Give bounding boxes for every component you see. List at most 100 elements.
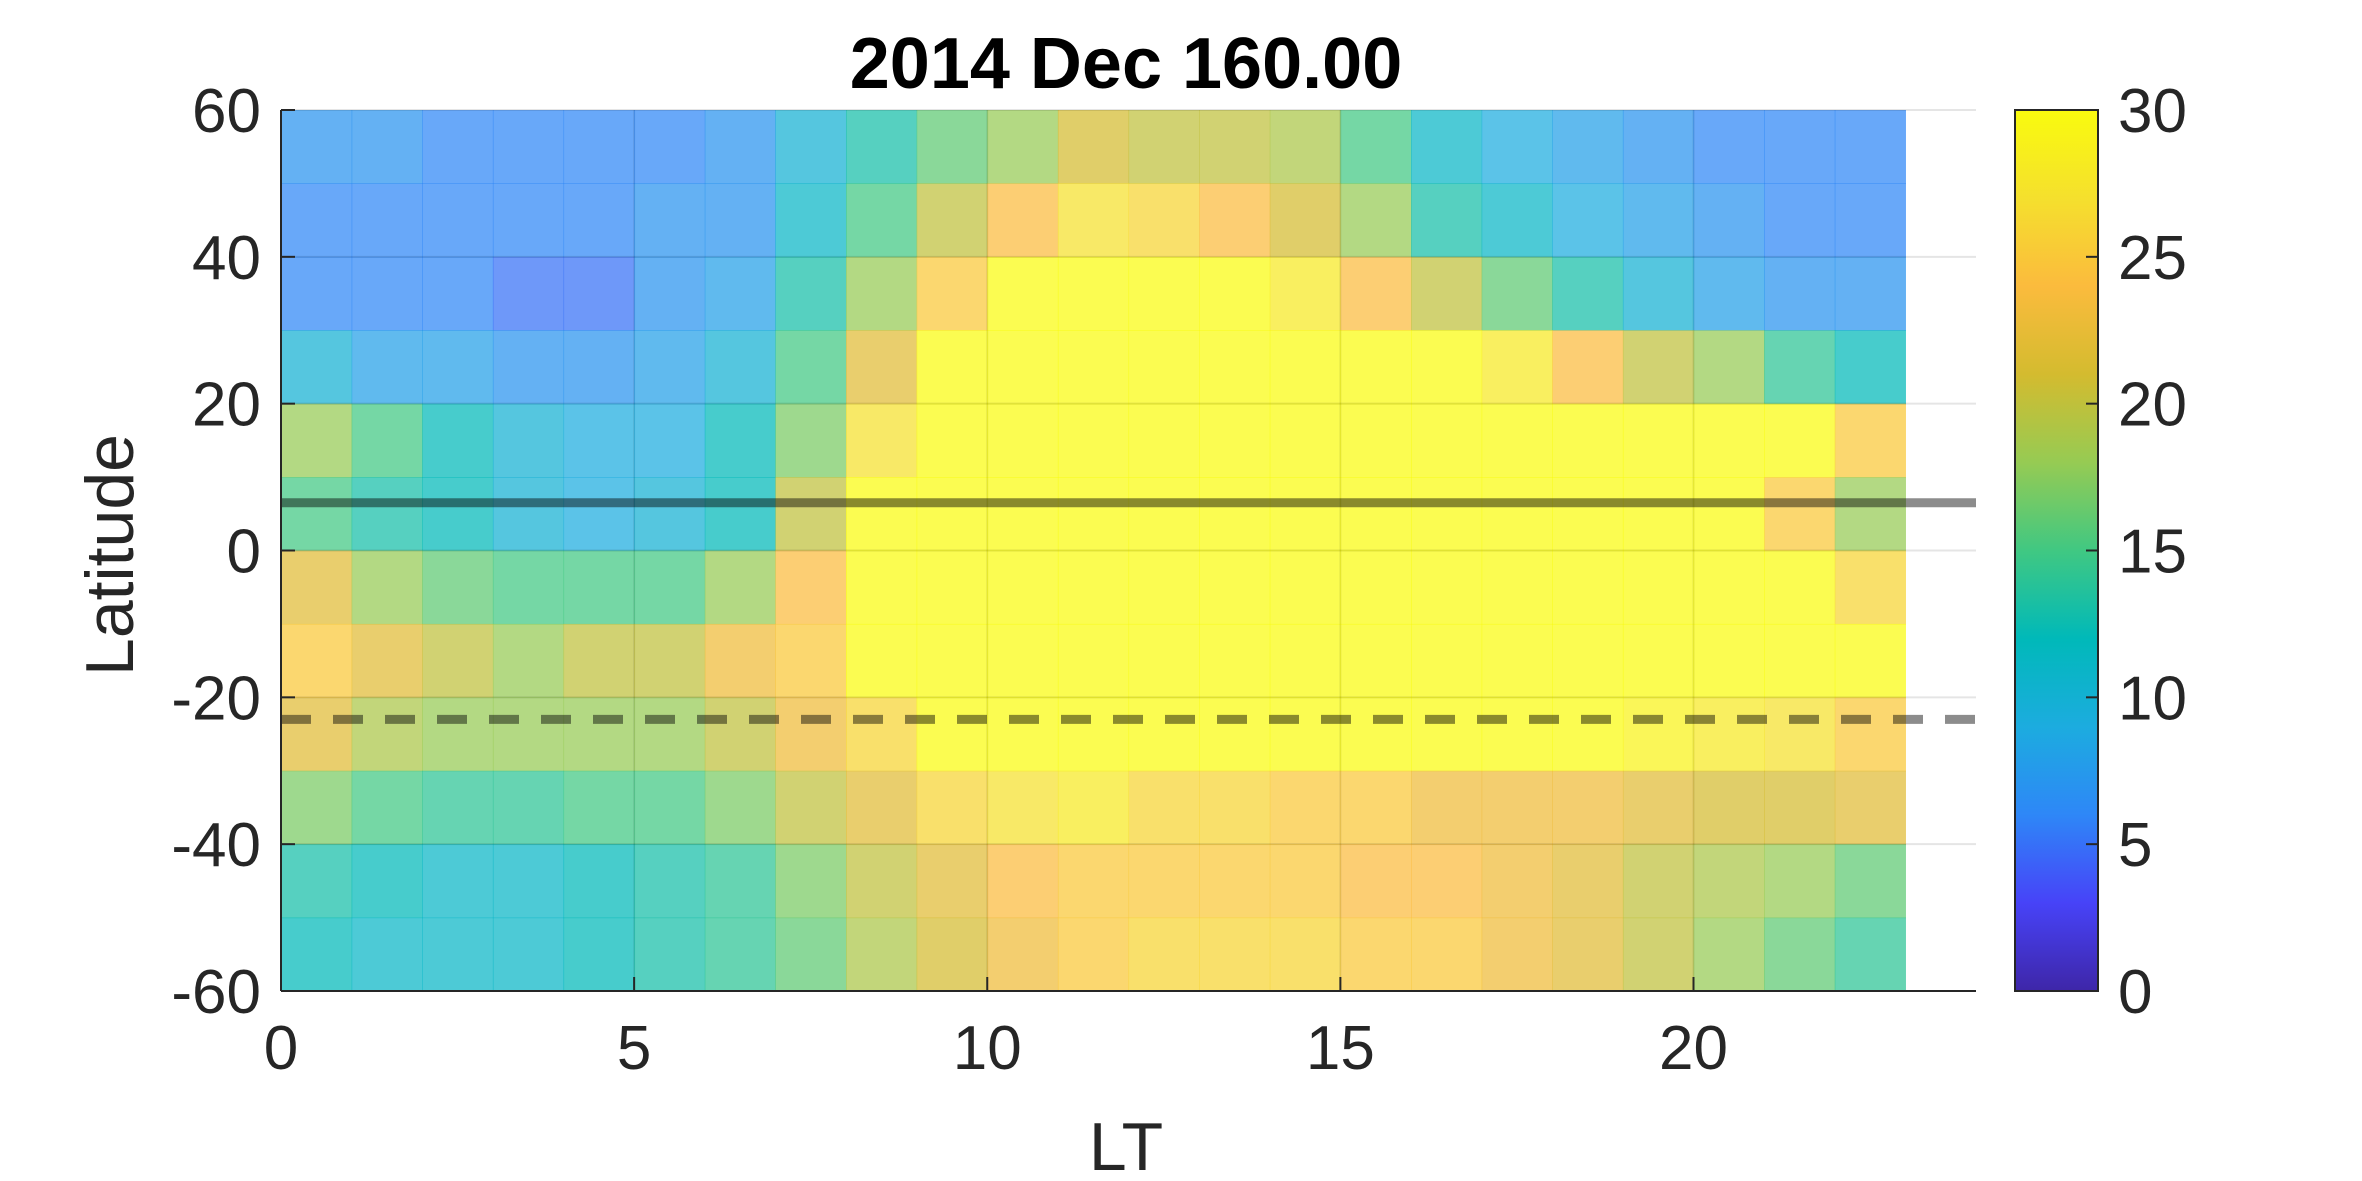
colorbar-tick-label: 5 — [2118, 811, 2152, 880]
heatmap-cell — [422, 330, 494, 405]
heatmap-cell — [1340, 256, 1412, 331]
heatmap-cell — [1834, 183, 1906, 258]
heatmap-cell — [1128, 917, 1200, 992]
heatmap-cell — [422, 403, 494, 478]
heatmap-cell — [1411, 623, 1483, 698]
heatmap-cell — [351, 403, 423, 478]
heatmap-cell — [563, 110, 635, 185]
heatmap-cell — [704, 403, 776, 478]
heatmap-cell — [634, 110, 706, 185]
heatmap-cell — [1340, 697, 1412, 772]
heatmap-cell — [351, 917, 423, 992]
heatmap-cell — [1693, 330, 1765, 405]
x-tick-label: 0 — [264, 1014, 298, 1083]
heatmap-cell — [987, 256, 1059, 331]
heatmap-cell — [1057, 256, 1130, 331]
x-axis-ticks: 0 5 10 15 20 — [264, 977, 1728, 1083]
heatmap-cell — [1693, 623, 1765, 698]
y-tick-label: 40 — [192, 224, 261, 293]
heatmap-cell — [1340, 770, 1412, 845]
heatmap-cell — [1481, 697, 1553, 772]
heatmap-cell — [1057, 623, 1130, 698]
heatmap-cell — [1057, 844, 1130, 919]
heatmap-cell — [987, 623, 1059, 698]
colorbar-tick-label: 10 — [2118, 664, 2187, 733]
colorbar-tick-label: 20 — [2118, 371, 2187, 440]
heatmap-cell — [1481, 770, 1553, 845]
heatmap-cell — [1693, 183, 1765, 258]
heatmap-cell — [281, 256, 353, 331]
heatmap-cell — [1693, 917, 1765, 992]
heatmap-cell — [1552, 844, 1624, 919]
heatmap-cell — [422, 917, 494, 992]
heatmap-cell — [492, 477, 565, 552]
heatmap-cell — [422, 183, 494, 258]
heatmap-cell — [1057, 477, 1130, 552]
heatmap-cell — [1481, 477, 1553, 552]
heatmap-cell — [1552, 623, 1624, 698]
heatmap-cell — [1128, 256, 1200, 331]
heatmap-cell — [1128, 844, 1200, 919]
heatmap-cell — [846, 550, 918, 625]
heatmap-cell — [1199, 183, 1271, 258]
heatmap-cell — [1764, 770, 1836, 845]
heatmap-cell — [1057, 770, 1130, 845]
heatmap-cell — [1199, 917, 1271, 992]
heatmap-cell — [1764, 330, 1836, 405]
heatmap-cell — [634, 770, 706, 845]
heatmap-cell — [1622, 550, 1695, 625]
heatmap-cell — [775, 844, 847, 919]
heatmap-cell — [1764, 844, 1836, 919]
colorbar: 0 5 10 15 20 25 30 — [2014, 77, 2187, 1027]
x-tick-label: 10 — [953, 1014, 1022, 1083]
heatmap-cell — [775, 110, 847, 185]
heatmap-cell — [1622, 110, 1695, 185]
heatmap-cell — [775, 403, 847, 478]
heatmap-cell — [704, 844, 776, 919]
heatmap-cell — [1340, 623, 1412, 698]
heatmap-cell — [916, 330, 988, 405]
heatmap-cell — [281, 110, 353, 185]
heatmap-cell — [1764, 697, 1836, 772]
heatmap-cell — [1057, 183, 1130, 258]
heatmap-cell — [1834, 550, 1906, 625]
heatmap-cell — [1834, 917, 1906, 992]
heatmap-cell — [916, 917, 988, 992]
heatmap-cell — [775, 623, 847, 698]
heatmap-cell — [1693, 844, 1765, 919]
heatmap-cell — [422, 550, 494, 625]
heatmap-cell — [492, 183, 565, 258]
heatmap-cell — [1411, 550, 1483, 625]
heatmap-cell — [351, 623, 423, 698]
heatmap-cell — [1411, 256, 1483, 331]
heatmap-cell — [1411, 697, 1483, 772]
heatmap-cell — [1552, 917, 1624, 992]
heatmap-cell — [351, 110, 423, 185]
heatmap-cell — [492, 256, 565, 331]
heatmap-cell — [563, 844, 635, 919]
heatmap-cell — [1764, 110, 1836, 185]
heatmap-cell — [1340, 550, 1412, 625]
y-tick-label: -20 — [171, 664, 261, 733]
heatmap-cell — [1622, 183, 1695, 258]
heatmap-cell — [1834, 477, 1906, 552]
heatmap-cell — [563, 256, 635, 331]
heatmap-cell — [281, 477, 353, 552]
x-tick-label: 20 — [1659, 1014, 1728, 1083]
heatmap-cell — [563, 917, 635, 992]
heatmap-cell — [916, 844, 988, 919]
x-tick-label: 5 — [617, 1014, 651, 1083]
heatmap-cell — [1764, 917, 1836, 992]
heatmap-cell — [351, 550, 423, 625]
heatmap-cell — [916, 183, 988, 258]
heatmap-cell — [704, 183, 776, 258]
heatmap-cell — [987, 550, 1059, 625]
heatmap-cell — [492, 697, 565, 772]
x-axis-label: LT — [1089, 1109, 1163, 1181]
heatmap-cell — [1481, 550, 1553, 625]
heatmap-cell — [846, 403, 918, 478]
y-tick-label: 0 — [227, 518, 261, 587]
heatmap-cell — [492, 550, 565, 625]
heatmap-cell — [281, 623, 353, 698]
heatmap-cell — [634, 550, 706, 625]
